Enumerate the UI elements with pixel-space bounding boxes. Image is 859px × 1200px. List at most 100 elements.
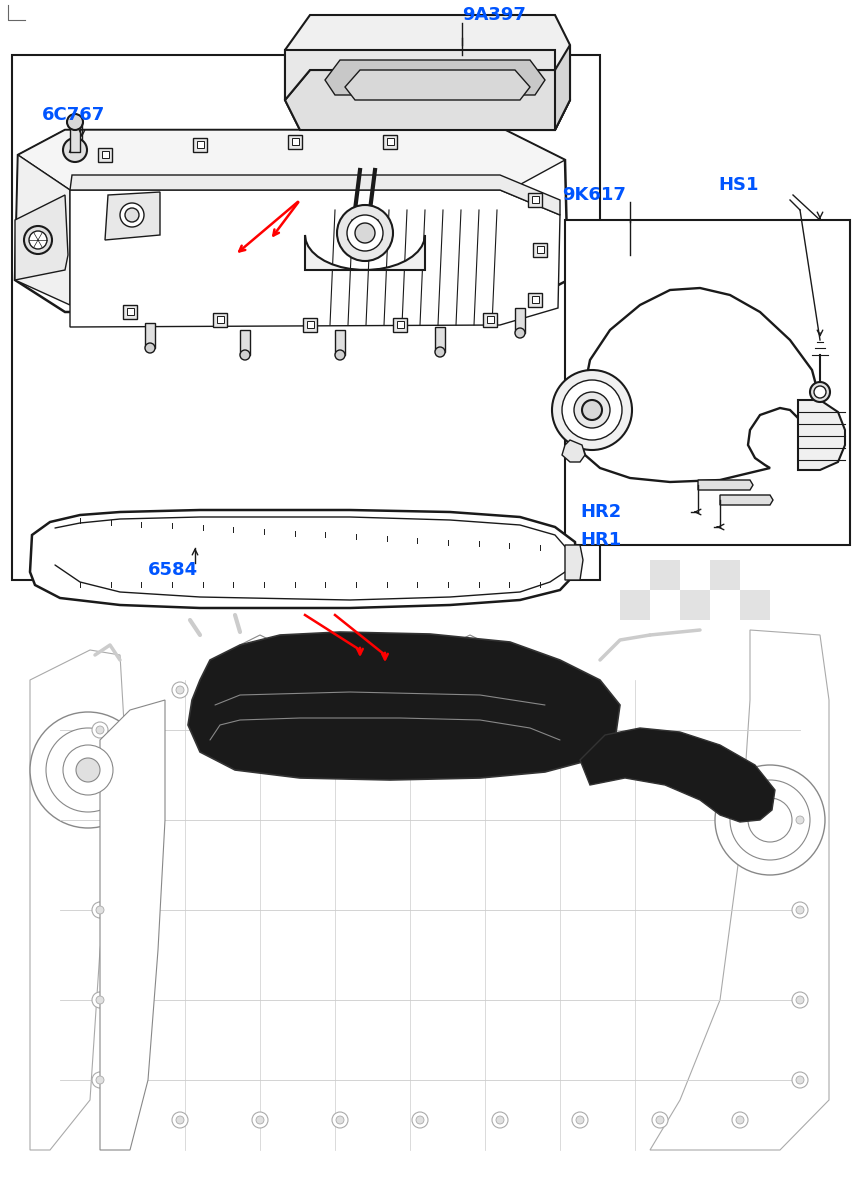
Circle shape (796, 816, 804, 824)
Polygon shape (580, 288, 820, 482)
Bar (740, 710, 770, 740)
Polygon shape (188, 632, 620, 780)
Circle shape (76, 758, 100, 782)
Polygon shape (720, 494, 773, 505)
Polygon shape (15, 155, 70, 305)
Text: 6584: 6584 (148, 560, 198, 578)
Bar (620, 710, 650, 740)
Polygon shape (565, 545, 583, 580)
Circle shape (63, 745, 113, 794)
Polygon shape (650, 630, 829, 1150)
Bar (740, 650, 770, 680)
Bar (455, 740, 485, 770)
Circle shape (24, 226, 52, 254)
Bar (680, 710, 710, 740)
Polygon shape (345, 70, 530, 100)
Circle shape (572, 1112, 588, 1128)
Circle shape (576, 686, 584, 694)
Text: 9K617: 9K617 (562, 186, 626, 204)
Bar (635, 680, 665, 710)
Polygon shape (100, 700, 165, 1150)
Bar (292, 138, 299, 145)
Polygon shape (30, 510, 577, 608)
Bar (545, 650, 575, 680)
Bar (127, 308, 134, 314)
Circle shape (732, 1112, 748, 1128)
Polygon shape (285, 50, 555, 100)
Bar (455, 800, 485, 830)
Bar (193, 138, 207, 152)
Bar (710, 560, 740, 590)
Bar (533, 242, 547, 257)
Bar (532, 196, 539, 203)
Circle shape (492, 682, 508, 698)
Bar (455, 680, 485, 710)
Circle shape (562, 380, 622, 440)
Bar (515, 308, 525, 332)
Circle shape (347, 215, 383, 251)
Bar (213, 313, 227, 326)
Bar (70, 122, 80, 152)
Polygon shape (555, 44, 570, 130)
Bar (12, 55, 600, 580)
Polygon shape (285, 70, 570, 130)
Polygon shape (562, 440, 585, 462)
Bar (605, 710, 635, 740)
Circle shape (29, 230, 47, 248)
Bar (575, 800, 605, 830)
Polygon shape (105, 192, 160, 240)
Bar (335, 330, 345, 355)
Circle shape (96, 996, 104, 1004)
Circle shape (96, 906, 104, 914)
Text: 6C767: 6C767 (42, 106, 106, 124)
Text: HS1: HS1 (718, 176, 758, 194)
Bar (387, 138, 394, 145)
Circle shape (252, 1112, 268, 1128)
Bar (515, 680, 545, 710)
Bar (650, 620, 680, 650)
Circle shape (256, 686, 264, 694)
Circle shape (337, 205, 393, 260)
Bar (303, 318, 317, 332)
Bar (307, 320, 314, 328)
Bar (515, 740, 545, 770)
Bar (383, 134, 397, 149)
Text: car  parts: car parts (174, 758, 426, 811)
Circle shape (796, 996, 804, 1004)
Bar (710, 680, 740, 710)
Circle shape (574, 392, 610, 428)
Circle shape (67, 114, 83, 130)
Text: HR1: HR1 (580, 530, 621, 550)
Circle shape (582, 400, 602, 420)
Bar (635, 620, 665, 650)
Circle shape (336, 1116, 344, 1124)
Circle shape (92, 902, 108, 918)
Bar (575, 620, 605, 650)
Bar (620, 590, 650, 620)
Bar (397, 320, 404, 328)
Bar (393, 318, 407, 332)
Bar (620, 650, 650, 680)
Polygon shape (70, 175, 560, 215)
Bar (532, 296, 539, 302)
Bar (485, 710, 515, 740)
Bar (650, 560, 680, 590)
Bar (455, 620, 485, 650)
Circle shape (492, 1112, 508, 1128)
Bar (515, 800, 545, 830)
Circle shape (814, 386, 826, 398)
Circle shape (46, 728, 130, 812)
Circle shape (435, 347, 445, 358)
Circle shape (172, 682, 188, 698)
Circle shape (792, 992, 808, 1008)
Circle shape (412, 1112, 428, 1128)
Circle shape (730, 780, 810, 860)
Circle shape (92, 992, 108, 1008)
Circle shape (335, 350, 345, 360)
Circle shape (792, 812, 808, 828)
Bar (635, 800, 665, 830)
Circle shape (252, 682, 268, 698)
Bar (680, 590, 710, 620)
Polygon shape (348, 220, 382, 240)
Bar (528, 193, 542, 206)
